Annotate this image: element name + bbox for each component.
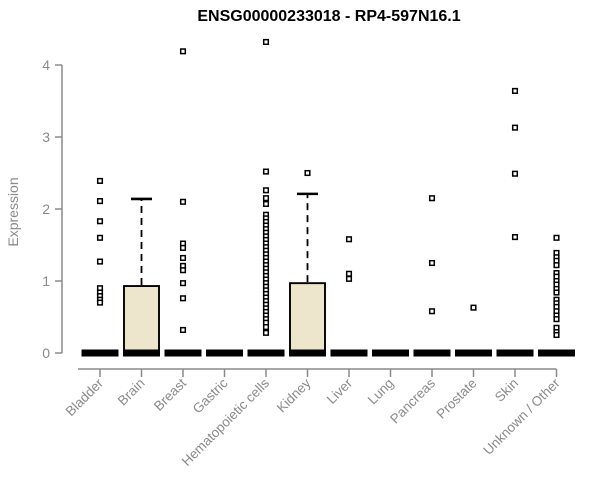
boxplot-prostate <box>455 304 492 357</box>
collapsed-box-bar <box>538 349 575 357</box>
boxplot-kidney <box>289 169 326 357</box>
box-rect <box>289 282 326 356</box>
collapsed-box-bar <box>413 349 451 357</box>
y-axis: 0 1 2 3 4 <box>42 57 63 361</box>
collapsed-box-bar <box>247 349 285 357</box>
outlier-point <box>511 124 519 131</box>
chart-title: ENSG00000233018 - RP4-597N16.1 <box>197 8 461 25</box>
outlier-point <box>262 324 270 331</box>
y-tick-label: 2 <box>42 201 50 217</box>
x-tick-label: Breast <box>151 375 189 413</box>
y-tick-label: 3 <box>42 129 50 145</box>
collapsed-box-bar <box>455 349 492 357</box>
boxplot-bladder <box>81 177 119 357</box>
outlier-point <box>345 270 353 277</box>
outlier-point <box>179 326 187 334</box>
collapsed-box-bar <box>206 349 243 357</box>
boxplot-breast <box>164 48 202 357</box>
x-tick-label: Kidney <box>274 375 314 415</box>
boxplot-liver <box>330 236 368 357</box>
outlier-point <box>262 38 270 46</box>
outlier-point <box>179 280 187 287</box>
outlier-point <box>262 200 270 208</box>
outlier-point <box>470 304 477 311</box>
collapsed-box-bar <box>164 349 202 357</box>
x-tick-label: Gastric <box>190 375 231 416</box>
outlier-point <box>179 198 187 205</box>
y-tick-label: 0 <box>42 345 50 361</box>
x-tick-label: Brain <box>115 376 148 409</box>
x-tick-label: Liver <box>324 375 356 407</box>
outlier-point <box>511 234 519 241</box>
outlier-point <box>553 289 560 296</box>
collapsed-box-bar <box>81 349 119 357</box>
outlier-point <box>179 295 187 302</box>
outlier-point <box>511 170 519 177</box>
outlier-point <box>179 267 187 274</box>
boxplot-skin <box>496 87 534 357</box>
outlier-point <box>262 329 270 336</box>
outlier-point <box>262 168 270 175</box>
x-tick-label: Prostate <box>433 376 479 422</box>
x-tick-label: Bladder <box>63 375 107 419</box>
outlier-point <box>179 48 187 55</box>
boxplot-pancreas <box>413 195 451 357</box>
outlier-point <box>553 234 560 241</box>
boxplot-gastric <box>206 349 243 357</box>
outlier-point <box>179 254 187 262</box>
collapsed-box-bar <box>496 349 534 357</box>
outlier-point <box>553 316 560 323</box>
outlier-point <box>345 236 353 243</box>
outlier-point <box>96 234 104 241</box>
y-tick-label: 1 <box>42 273 50 289</box>
outlier-point <box>262 187 270 194</box>
x-tick-label: Unknown / Other <box>480 375 563 458</box>
outlier-point <box>96 218 104 225</box>
outlier-point <box>262 195 270 202</box>
outlier-point <box>553 331 560 339</box>
outlier-point <box>96 198 104 205</box>
outlier-point <box>428 259 436 267</box>
boxplot-unknown-other <box>538 234 575 357</box>
outlier-point <box>179 244 187 251</box>
median-line <box>123 349 160 357</box>
outlier-point <box>511 87 519 94</box>
x-tick-label: Skin <box>492 376 521 405</box>
outlier-point <box>96 258 104 265</box>
x-tick-label: Pancreas <box>387 375 438 426</box>
boxplot-lung <box>372 349 409 357</box>
outlier-point <box>96 299 104 306</box>
median-line <box>289 349 326 357</box>
boxplot-brain <box>123 197 160 357</box>
collapsed-box-bar <box>372 349 409 357</box>
outlier-point <box>553 262 560 269</box>
outlier-point <box>96 177 104 184</box>
outlier-point <box>428 308 436 315</box>
outlier-point <box>304 169 311 177</box>
y-tick-label: 4 <box>42 57 50 73</box>
boxplot-hematopoietic-cells <box>247 38 285 357</box>
collapsed-box-bar <box>330 349 368 357</box>
outlier-point <box>345 275 353 282</box>
box-rect <box>123 285 160 356</box>
x-tick-label: Lung <box>365 376 397 408</box>
outlier-point <box>428 195 436 202</box>
